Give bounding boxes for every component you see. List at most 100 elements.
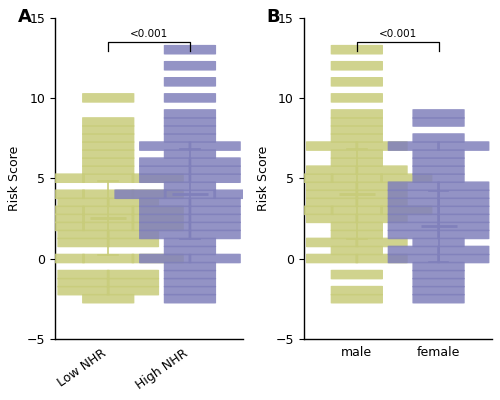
FancyBboxPatch shape [107, 286, 159, 296]
FancyBboxPatch shape [139, 254, 192, 263]
FancyBboxPatch shape [132, 254, 184, 263]
FancyBboxPatch shape [32, 206, 85, 215]
FancyBboxPatch shape [356, 141, 408, 151]
Text: <0.001: <0.001 [378, 29, 417, 39]
Text: <0.001: <0.001 [130, 29, 168, 39]
FancyBboxPatch shape [32, 214, 85, 223]
FancyBboxPatch shape [82, 149, 134, 159]
FancyBboxPatch shape [32, 190, 85, 199]
FancyBboxPatch shape [356, 254, 408, 263]
FancyBboxPatch shape [412, 238, 465, 247]
FancyBboxPatch shape [412, 133, 465, 143]
FancyBboxPatch shape [388, 190, 440, 199]
FancyBboxPatch shape [32, 222, 85, 231]
FancyBboxPatch shape [188, 198, 241, 207]
FancyBboxPatch shape [132, 190, 184, 199]
FancyBboxPatch shape [82, 165, 134, 175]
FancyBboxPatch shape [412, 117, 465, 127]
FancyBboxPatch shape [412, 109, 465, 119]
FancyBboxPatch shape [164, 117, 216, 127]
FancyBboxPatch shape [188, 141, 241, 151]
FancyBboxPatch shape [139, 206, 192, 215]
FancyBboxPatch shape [330, 270, 383, 279]
FancyBboxPatch shape [388, 246, 440, 255]
FancyBboxPatch shape [437, 254, 490, 263]
FancyBboxPatch shape [388, 182, 440, 191]
FancyBboxPatch shape [306, 190, 358, 199]
FancyBboxPatch shape [164, 246, 216, 255]
FancyBboxPatch shape [82, 157, 134, 167]
FancyBboxPatch shape [412, 165, 465, 175]
FancyBboxPatch shape [188, 165, 241, 175]
FancyBboxPatch shape [388, 254, 440, 263]
FancyBboxPatch shape [107, 198, 159, 207]
FancyBboxPatch shape [437, 246, 490, 255]
FancyBboxPatch shape [164, 45, 216, 54]
FancyBboxPatch shape [330, 117, 383, 127]
FancyBboxPatch shape [82, 254, 134, 263]
Text: A: A [18, 8, 32, 26]
FancyBboxPatch shape [380, 173, 432, 183]
FancyBboxPatch shape [330, 45, 383, 54]
FancyBboxPatch shape [164, 93, 216, 103]
FancyBboxPatch shape [330, 222, 383, 231]
FancyBboxPatch shape [306, 238, 358, 247]
FancyBboxPatch shape [388, 198, 440, 207]
FancyBboxPatch shape [132, 214, 184, 223]
Y-axis label: Risk Score: Risk Score [257, 146, 270, 211]
FancyBboxPatch shape [132, 173, 184, 183]
FancyBboxPatch shape [388, 206, 440, 215]
FancyBboxPatch shape [58, 278, 110, 288]
FancyBboxPatch shape [188, 206, 241, 215]
FancyBboxPatch shape [82, 173, 134, 183]
FancyBboxPatch shape [306, 198, 358, 207]
FancyBboxPatch shape [330, 286, 383, 296]
FancyBboxPatch shape [58, 286, 110, 296]
FancyBboxPatch shape [412, 278, 465, 288]
FancyBboxPatch shape [330, 93, 383, 103]
FancyBboxPatch shape [330, 149, 383, 159]
FancyBboxPatch shape [330, 206, 383, 215]
Y-axis label: Risk Score: Risk Score [8, 146, 22, 211]
FancyBboxPatch shape [82, 294, 134, 304]
FancyBboxPatch shape [82, 133, 134, 143]
FancyBboxPatch shape [82, 214, 134, 223]
FancyBboxPatch shape [356, 198, 408, 207]
FancyBboxPatch shape [437, 141, 490, 151]
FancyBboxPatch shape [164, 133, 216, 143]
FancyBboxPatch shape [356, 214, 408, 223]
FancyBboxPatch shape [139, 214, 192, 223]
FancyBboxPatch shape [164, 270, 216, 279]
FancyBboxPatch shape [306, 214, 358, 223]
FancyBboxPatch shape [139, 157, 192, 167]
FancyBboxPatch shape [82, 125, 134, 135]
FancyBboxPatch shape [164, 190, 216, 199]
FancyBboxPatch shape [356, 238, 408, 247]
FancyBboxPatch shape [82, 190, 134, 199]
FancyBboxPatch shape [164, 125, 216, 135]
FancyBboxPatch shape [139, 198, 192, 207]
FancyBboxPatch shape [412, 173, 465, 183]
FancyBboxPatch shape [388, 222, 440, 231]
FancyBboxPatch shape [412, 149, 465, 159]
FancyBboxPatch shape [107, 238, 159, 247]
FancyBboxPatch shape [58, 230, 110, 239]
FancyBboxPatch shape [164, 109, 216, 119]
FancyBboxPatch shape [188, 254, 241, 263]
FancyBboxPatch shape [139, 165, 192, 175]
FancyBboxPatch shape [82, 93, 134, 103]
FancyBboxPatch shape [282, 206, 334, 215]
FancyBboxPatch shape [356, 165, 408, 175]
FancyBboxPatch shape [330, 230, 383, 239]
FancyBboxPatch shape [164, 294, 216, 304]
FancyBboxPatch shape [132, 222, 184, 231]
FancyBboxPatch shape [164, 262, 216, 271]
FancyBboxPatch shape [32, 254, 85, 263]
FancyBboxPatch shape [356, 190, 408, 199]
FancyBboxPatch shape [188, 230, 241, 239]
FancyBboxPatch shape [412, 294, 465, 304]
FancyBboxPatch shape [282, 173, 334, 183]
FancyBboxPatch shape [139, 222, 192, 231]
FancyBboxPatch shape [82, 206, 134, 215]
FancyBboxPatch shape [164, 238, 216, 247]
